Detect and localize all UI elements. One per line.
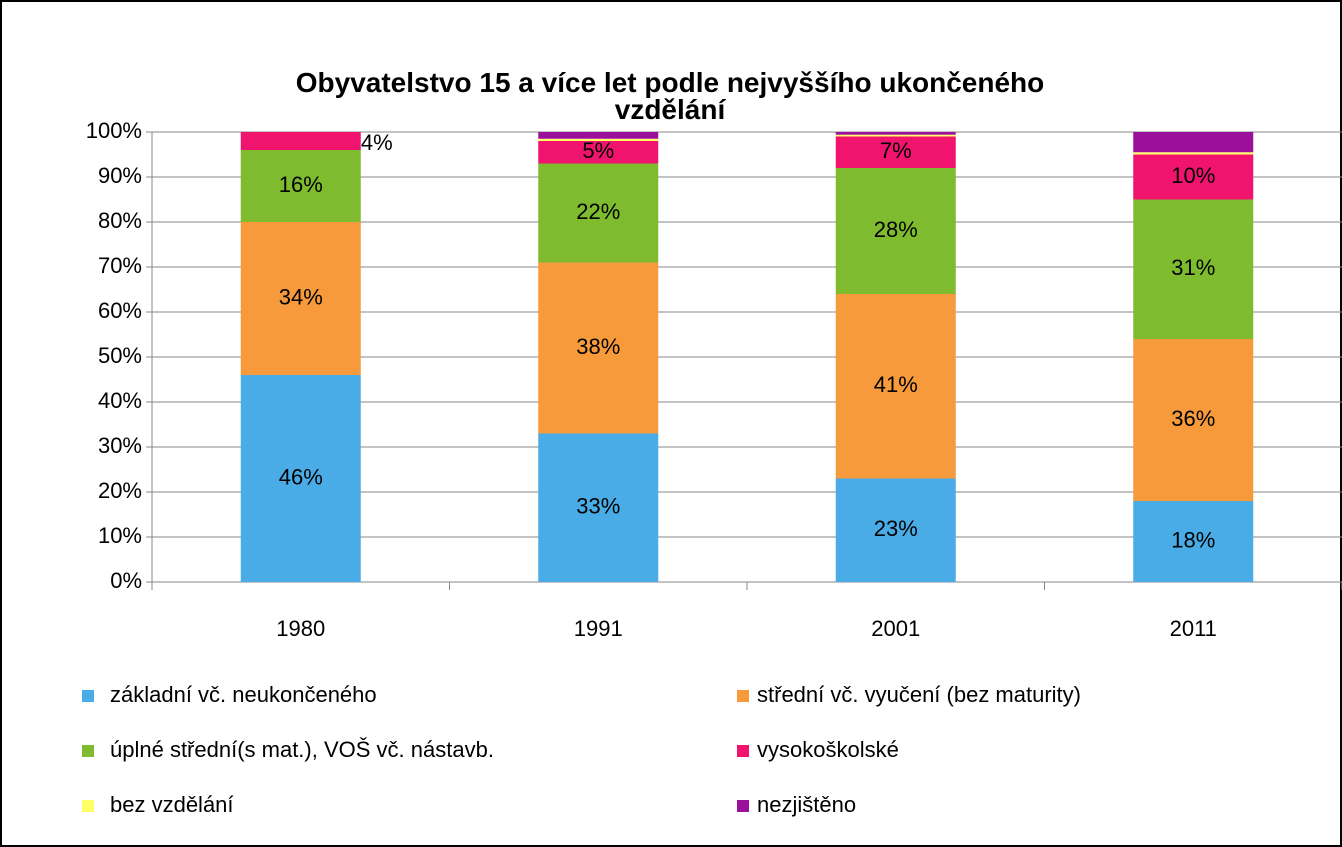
legend-label: úplné střední(s mat.), VOŠ vč. nástavb. — [110, 737, 494, 762]
legend-label: základní vč. neukončeného — [110, 682, 377, 707]
bar-segment — [1133, 154, 1254, 200]
legend-marker — [82, 745, 94, 757]
legend-marker — [737, 690, 749, 702]
bar-segment — [538, 163, 659, 263]
bar-segment — [538, 141, 659, 164]
data-label: 36% — [1171, 406, 1215, 431]
y-tick-label: 50% — [98, 343, 142, 368]
x-tick-label: 1980 — [276, 616, 325, 641]
y-tick-label: 0% — [110, 568, 142, 593]
legend-label: bez vzdělání — [110, 792, 234, 817]
y-tick-label: 10% — [98, 523, 142, 548]
legend-marker — [737, 745, 749, 757]
bar-segment — [835, 168, 956, 294]
y-tick-label: 40% — [98, 388, 142, 413]
bar-segment — [1133, 132, 1254, 153]
data-label: 28% — [874, 217, 918, 242]
y-tick-label: 90% — [98, 163, 142, 188]
bar-segment — [1133, 199, 1254, 339]
bar-segment — [835, 478, 956, 582]
bar-segment — [538, 132, 659, 139]
bar-segment — [538, 433, 659, 582]
x-tick-label: 2011 — [1170, 616, 1217, 641]
y-tick-label: 60% — [98, 298, 142, 323]
bar-segment — [240, 222, 361, 375]
x-tick-label: 1991 — [574, 616, 623, 641]
data-label: 22% — [576, 199, 620, 224]
data-label: 7% — [880, 138, 912, 163]
bar-segment — [240, 132, 361, 150]
bar-segment — [1133, 339, 1254, 501]
bar-segment — [240, 150, 361, 222]
chart-title: Obyvatelstvo 15 a více let podle nejvyšš… — [296, 67, 1045, 125]
data-label: 38% — [576, 334, 620, 359]
legend-label: nezjištěno — [757, 792, 856, 817]
data-label: 5% — [582, 138, 614, 163]
data-label: 10% — [1171, 163, 1215, 188]
data-label: 16% — [279, 172, 323, 197]
data-label: 18% — [1171, 527, 1215, 552]
bar-segment — [538, 138, 659, 141]
legend-label: vysokoškolské — [757, 737, 899, 762]
bar-segment — [835, 294, 956, 479]
data-label: 31% — [1171, 255, 1215, 280]
y-tick-label: 80% — [98, 208, 142, 233]
bar-segment — [835, 134, 956, 137]
data-label: 4% — [361, 130, 393, 155]
data-label: 41% — [874, 372, 918, 397]
data-label: 33% — [576, 494, 620, 519]
data-label: 34% — [279, 284, 323, 309]
legend-marker — [82, 690, 94, 702]
y-tick-label: 20% — [98, 478, 142, 503]
data-label: 23% — [874, 516, 918, 541]
bar-segment — [240, 375, 361, 582]
y-tick-label: 70% — [98, 253, 142, 278]
bar-segment — [1133, 152, 1254, 155]
legend-marker — [737, 800, 749, 812]
bar-segment — [835, 136, 956, 168]
y-tick-label: 100% — [86, 118, 142, 143]
legend-label: střední vč. vyučení (bez maturity) — [757, 682, 1081, 707]
x-tick-label: 2001 — [871, 616, 920, 641]
bar-segment — [835, 132, 956, 135]
bar-segment — [1133, 501, 1254, 582]
y-tick-label: 30% — [98, 433, 142, 458]
bar-segment — [538, 262, 659, 434]
data-label: 46% — [279, 464, 323, 489]
legend-marker — [82, 800, 94, 812]
